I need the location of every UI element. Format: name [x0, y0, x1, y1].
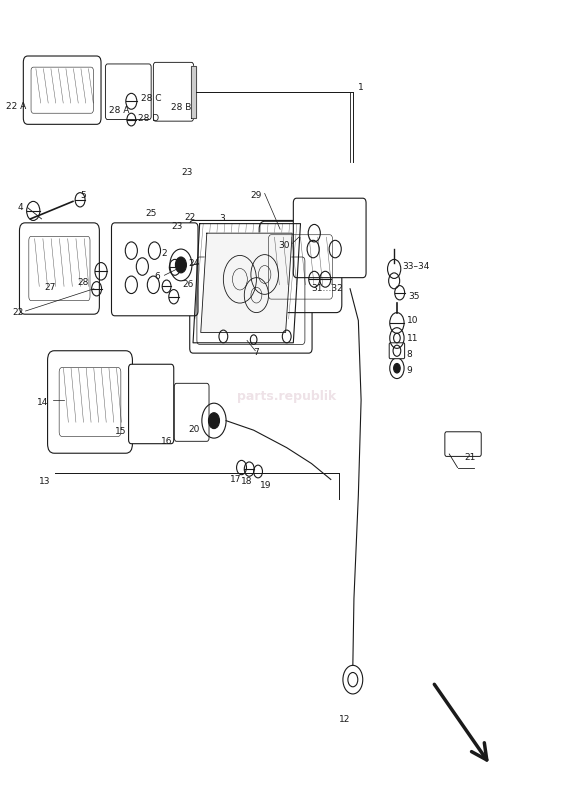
Text: 14: 14 — [37, 398, 49, 407]
Text: 8: 8 — [407, 350, 412, 359]
Text: 23: 23 — [171, 222, 182, 231]
Text: 15: 15 — [115, 427, 127, 436]
Text: 28 C: 28 C — [141, 94, 161, 102]
Text: 28: 28 — [77, 278, 88, 287]
Text: 22: 22 — [185, 213, 196, 222]
FancyBboxPatch shape — [19, 223, 99, 314]
Text: 1: 1 — [358, 83, 364, 92]
Text: 13: 13 — [40, 477, 51, 486]
Text: 31…32: 31…32 — [311, 284, 344, 294]
Text: 17: 17 — [231, 475, 242, 484]
Text: 6: 6 — [154, 272, 160, 282]
Text: 27: 27 — [44, 282, 55, 292]
Text: 9: 9 — [407, 366, 412, 375]
Circle shape — [394, 363, 400, 373]
Text: 33–34: 33–34 — [402, 262, 430, 271]
Circle shape — [175, 257, 186, 273]
Text: 18: 18 — [241, 478, 252, 486]
Polygon shape — [201, 233, 292, 333]
Text: 28 A: 28 A — [109, 106, 129, 115]
Text: parts.republik: parts.republik — [237, 390, 336, 402]
Text: 24: 24 — [189, 259, 200, 268]
FancyBboxPatch shape — [47, 350, 132, 454]
Text: 16: 16 — [160, 437, 172, 446]
FancyBboxPatch shape — [175, 383, 209, 442]
Text: 35: 35 — [408, 292, 419, 302]
Text: 23: 23 — [181, 168, 192, 178]
Polygon shape — [192, 66, 196, 118]
FancyBboxPatch shape — [190, 221, 312, 353]
FancyBboxPatch shape — [153, 62, 194, 121]
Text: 21: 21 — [464, 453, 476, 462]
FancyBboxPatch shape — [445, 432, 481, 457]
FancyBboxPatch shape — [106, 64, 151, 119]
Text: 29: 29 — [250, 190, 262, 199]
Text: 20: 20 — [188, 425, 199, 434]
FancyBboxPatch shape — [111, 223, 198, 316]
Text: 25: 25 — [146, 209, 157, 218]
Text: 28 D: 28 D — [138, 114, 159, 123]
Text: 2: 2 — [162, 249, 167, 258]
Text: 3: 3 — [219, 214, 225, 223]
Text: 26: 26 — [182, 280, 193, 290]
Text: 22 A: 22 A — [6, 102, 26, 110]
Text: 5: 5 — [80, 190, 86, 199]
Text: 11: 11 — [407, 334, 418, 342]
FancyBboxPatch shape — [129, 364, 174, 444]
FancyBboxPatch shape — [23, 56, 101, 124]
Text: 7: 7 — [254, 348, 259, 357]
Text: 28 B: 28 B — [171, 103, 192, 112]
Text: 10: 10 — [407, 316, 418, 325]
Circle shape — [208, 413, 219, 429]
Text: 30: 30 — [278, 241, 289, 250]
FancyBboxPatch shape — [259, 222, 342, 313]
Polygon shape — [193, 224, 301, 342]
Text: 19: 19 — [260, 481, 272, 490]
Text: 12: 12 — [339, 715, 350, 724]
Text: 22: 22 — [12, 308, 23, 317]
FancyBboxPatch shape — [293, 198, 366, 278]
FancyBboxPatch shape — [389, 342, 405, 358]
Text: 4: 4 — [18, 203, 23, 212]
